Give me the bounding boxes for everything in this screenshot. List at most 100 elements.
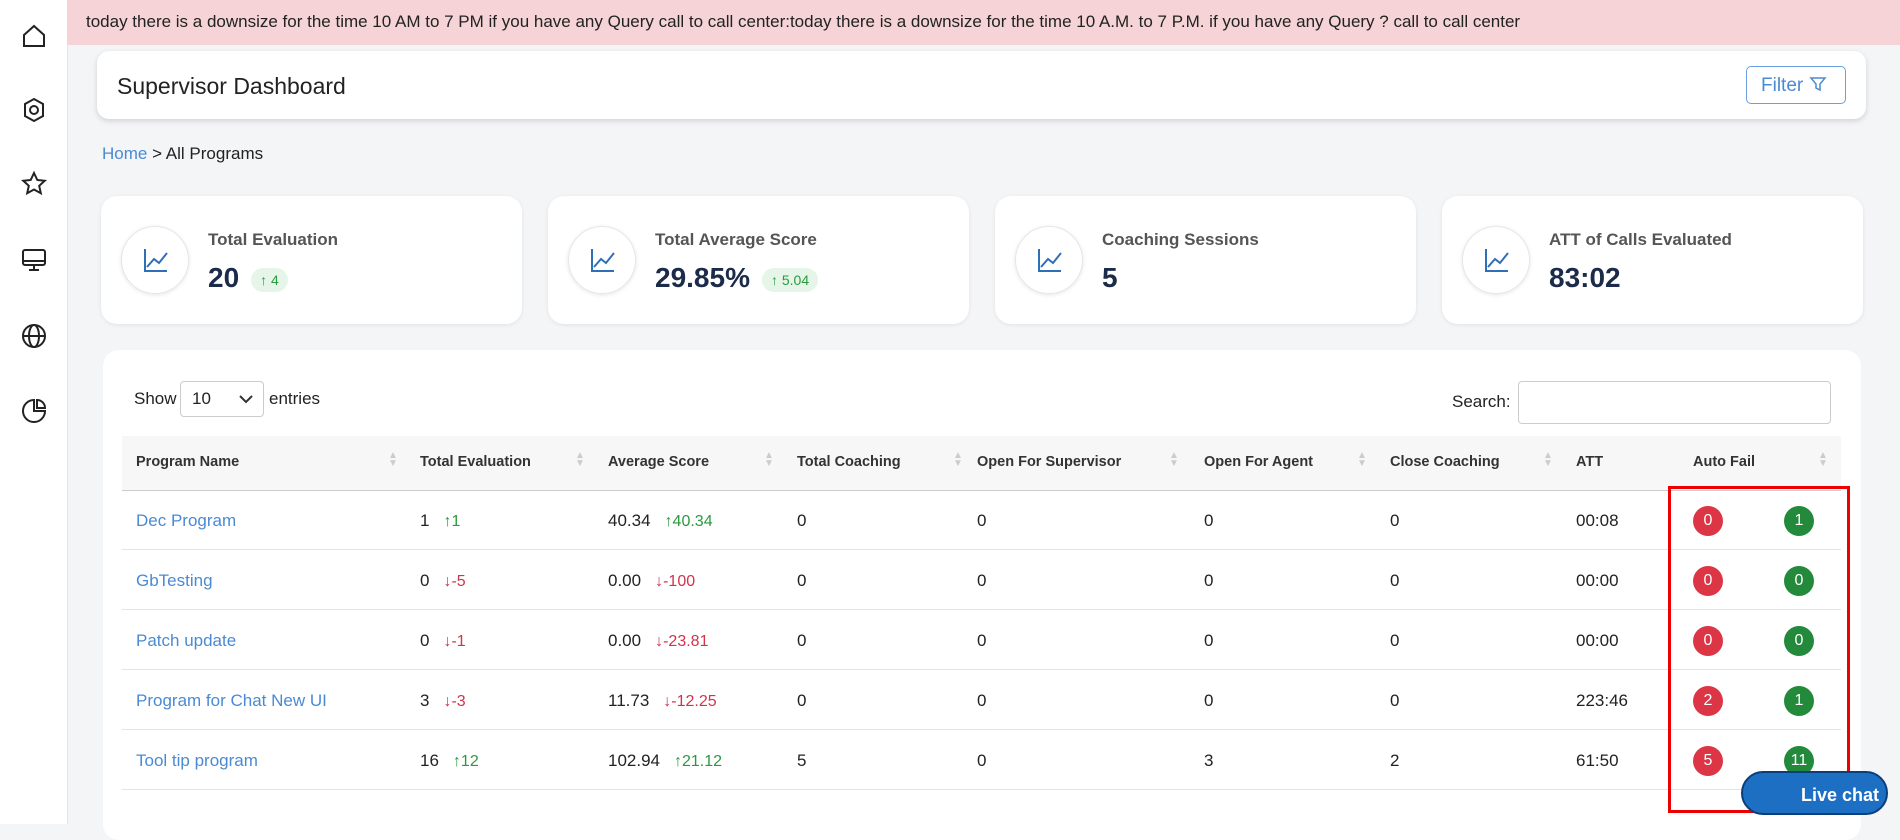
cell: 0: [797, 511, 807, 530]
column-header[interactable]: Total Coaching: [797, 454, 901, 470]
program-link[interactable]: Program for Chat New UI: [136, 691, 327, 710]
cell-value: 0: [420, 631, 430, 650]
filter-label: Filter: [1761, 75, 1804, 96]
cell: 0: [977, 751, 987, 770]
breadcrumb-link[interactable]: Home: [102, 144, 148, 163]
delta: ↑1: [443, 513, 461, 530]
delta-value: -100: [663, 573, 696, 590]
column-header[interactable]: Average Score: [608, 454, 710, 470]
row-divider: [122, 729, 1841, 730]
filter-button[interactable]: Filter: [1746, 66, 1846, 104]
cell-value: 40.34: [608, 511, 651, 530]
cell: 0: [977, 631, 987, 650]
column-header[interactable]: Auto Fail: [1693, 454, 1756, 470]
column-header[interactable]: Total Evaluation: [420, 454, 531, 470]
cell: 11.73 ↓-12.25: [608, 691, 717, 711]
stat-label: Total Evaluation: [208, 230, 339, 249]
filter-icon: [1808, 77, 1827, 92]
home-icon[interactable]: [20, 22, 48, 50]
cell-value: 0.00: [608, 571, 642, 590]
monitor-icon[interactable]: [20, 246, 48, 274]
stat-delta: ↑ 5.04: [761, 267, 819, 292]
delta-value: 40.34: [672, 513, 713, 530]
cell: 3: [1204, 751, 1214, 770]
column-header[interactable]: Open For Agent: [1204, 454, 1314, 470]
stat-label: Total Average Score: [655, 230, 817, 249]
program-link[interactable]: Tool tip program: [136, 751, 258, 770]
cell: 0 ↓-1: [420, 631, 466, 651]
stat-icon: [1462, 226, 1530, 294]
cell: 0: [1390, 571, 1400, 590]
cell: 0.00 ↓-100: [608, 571, 695, 591]
cell: 0: [1204, 691, 1214, 710]
page-size: 10: [192, 389, 211, 408]
delta: ↓-1: [443, 633, 466, 650]
cell: 0: [1390, 511, 1400, 530]
cell-value: 16: [420, 751, 439, 770]
cell: 3 ↓-3: [420, 691, 466, 711]
cell: 0.00 ↓-23.81: [608, 631, 708, 651]
stat-value: 29.85% ↑ 5.04: [655, 262, 819, 294]
stat-label: ATT of Calls Evaluated: [1549, 230, 1732, 249]
program-link[interactable]: GbTesting: [136, 571, 213, 590]
announcement: today there is a downsize for the time 1…: [67, 0, 1900, 45]
column-header[interactable]: ATT: [1576, 454, 1604, 470]
cell: 102.94 ↑21.12: [608, 751, 722, 771]
delta-value: 4: [271, 271, 279, 288]
delta: ↓-5: [443, 573, 466, 590]
stat-card: Total Average Score 29.85% ↑ 5.04: [548, 196, 969, 324]
cell: 0: [977, 571, 987, 590]
search-input[interactable]: [1518, 381, 1831, 424]
cell: 40.34 ↑40.34: [608, 511, 713, 531]
auto-fail-count: 0: [1693, 506, 1723, 536]
breadcrumb: Home > All Programs: [102, 144, 264, 163]
program-link[interactable]: Patch update: [136, 631, 237, 650]
column-header[interactable]: Program Name: [136, 454, 240, 470]
cell: 223:46: [1576, 691, 1628, 710]
cell: 61:50: [1576, 751, 1619, 770]
stat-number: 5: [1102, 262, 1118, 293]
stat-number: 83:02: [1549, 262, 1621, 293]
cell: 00:00: [1576, 631, 1619, 650]
cell-value: 3: [420, 691, 430, 710]
cell: 0: [1204, 571, 1214, 590]
cell: 00:00: [1576, 571, 1619, 590]
page-title: Supervisor Dashboard: [117, 73, 346, 99]
settings-icon[interactable]: [20, 96, 48, 124]
cell: 0: [797, 571, 807, 590]
auto-pass-count: 1: [1784, 506, 1814, 536]
cell-value: 1: [420, 511, 430, 530]
stat-delta: ↑ 4: [251, 267, 288, 292]
cell-value: 11.73: [608, 691, 650, 710]
cell: 0: [1390, 691, 1400, 710]
cell: 0: [797, 631, 807, 650]
header: Supervisor Dashboard Filter: [97, 51, 1866, 119]
auto-pass-count: 0: [1784, 626, 1814, 656]
auto-pass-count: 0: [1784, 566, 1814, 596]
cell-value: 102.94: [608, 751, 660, 770]
stat-card: Coaching Sessions 5: [995, 196, 1416, 324]
sort-icon: ▲ ▼: [764, 450, 774, 469]
stat-value: 5: [1102, 262, 1118, 294]
star-icon[interactable]: [20, 170, 48, 198]
globe-icon[interactable]: [20, 322, 48, 350]
delta-value: -5: [451, 573, 466, 590]
delta-value: 1: [451, 513, 461, 530]
chart-icon[interactable]: [20, 397, 48, 425]
program-link[interactable]: Dec Program: [136, 511, 237, 530]
live-chat[interactable]: Live chat: [1741, 771, 1888, 815]
entries-label: entries: [269, 389, 321, 408]
sort-icon: ▲ ▼: [1818, 450, 1828, 469]
delta-value: -23.81: [663, 633, 709, 650]
auto-fail-count: 0: [1693, 626, 1723, 656]
column-header[interactable]: Close Coaching: [1390, 454, 1500, 470]
delta-value: -3: [451, 693, 466, 710]
page-size-select[interactable]: 10: [180, 381, 264, 417]
column-header[interactable]: Open For Supervisor: [977, 454, 1122, 470]
cell: 16 ↑12: [420, 751, 479, 771]
row-divider: [122, 669, 1841, 670]
stat-card: ATT of Calls Evaluated 83:02: [1442, 196, 1863, 324]
stat-value: 20 ↑ 4: [208, 262, 288, 294]
delta: ↓-3: [443, 693, 466, 710]
